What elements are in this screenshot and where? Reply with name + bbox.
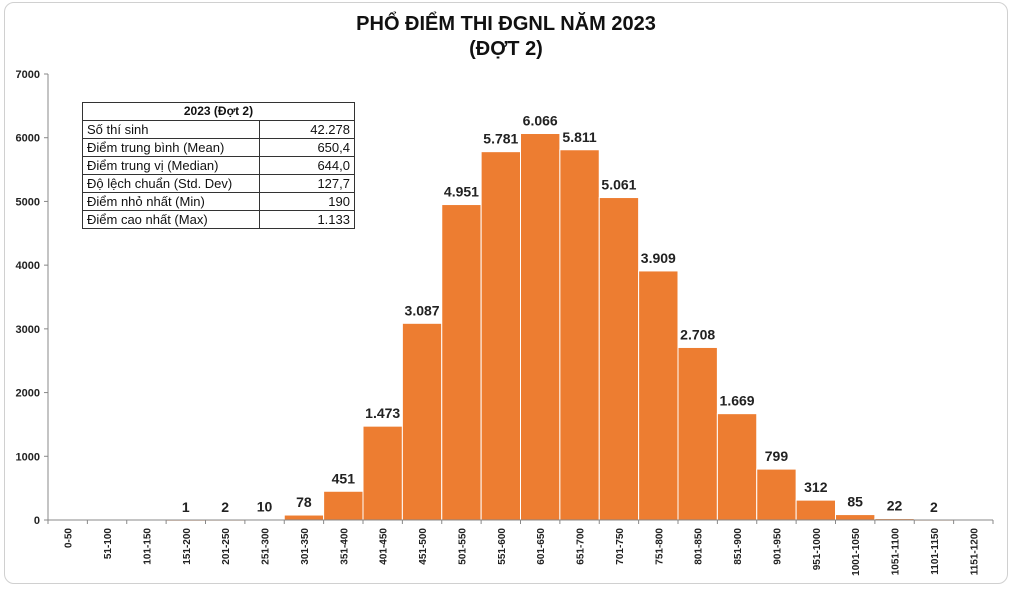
bar <box>795 499 836 521</box>
x-tick-label: 1151-1200 <box>969 528 980 576</box>
data-label: 5.811 <box>562 129 596 145</box>
stats-value: 127,7 <box>259 174 355 193</box>
data-label: 2.708 <box>680 326 715 342</box>
y-tick-label: 4000 <box>16 260 40 272</box>
stats-row: Điểm cao nhất (Max) 1.133 <box>82 210 355 229</box>
x-tick-label: 1001-1050 <box>851 528 862 576</box>
data-label: 1.473 <box>365 405 400 421</box>
y-tick-label: 0 <box>34 515 40 527</box>
bar <box>716 413 758 521</box>
stats-row: Điểm trung vị (Median) 644,0 <box>82 156 355 175</box>
y-tick-label: 1000 <box>16 451 40 463</box>
x-tick-label: 1101-1150 <box>930 528 941 575</box>
x-tick-label: 951-1000 <box>812 528 823 571</box>
stats-header: 2023 (Đợt 2) <box>82 102 355 121</box>
bar <box>559 149 600 521</box>
bar <box>638 270 679 521</box>
data-label: 4.951 <box>444 184 479 200</box>
data-label: 78 <box>296 494 312 510</box>
stats-row: Độ lệch chuẩn (Std. Dev) 127,7 <box>82 174 355 193</box>
x-tick-label: 251-300 <box>261 528 272 565</box>
stats-value: 42.278 <box>259 120 355 139</box>
stats-row: Số thí sinh 42.278 <box>82 120 355 139</box>
stats-value: 644,0 <box>259 156 355 175</box>
x-tick-label: 851-900 <box>733 528 744 565</box>
bar <box>362 425 403 521</box>
x-tick-label: 901-950 <box>772 528 783 565</box>
x-tick-label: 451-500 <box>418 528 429 565</box>
bar <box>677 346 718 521</box>
data-label: 22 <box>887 498 903 514</box>
data-label: 2 <box>930 499 938 515</box>
x-tick-label: 401-450 <box>379 528 390 565</box>
stats-value: 650,4 <box>259 138 355 157</box>
stats-label: Điểm trung bình (Mean) <box>82 138 260 157</box>
data-label: 5.061 <box>601 177 636 193</box>
y-axis: 0 1000 2000 3000 4000 5000 6000 7000 <box>16 69 49 527</box>
x-tick-label: 751-800 <box>654 528 665 565</box>
bar <box>401 322 443 521</box>
data-label: 451 <box>332 470 356 486</box>
bar <box>835 514 876 521</box>
stats-value: 190 <box>259 192 355 211</box>
stats-header-row: 2023 (Đợt 2) <box>82 102 355 121</box>
data-label: 6.066 <box>523 113 558 129</box>
bar <box>323 490 364 521</box>
bar <box>520 133 561 521</box>
data-label: 312 <box>804 479 828 495</box>
bar <box>480 151 521 521</box>
bars <box>165 133 955 522</box>
data-label: 799 <box>765 448 789 464</box>
x-tick-label: 701-750 <box>615 528 626 565</box>
stats-row: Điểm nhỏ nhất (Min) 190 <box>82 192 355 211</box>
stats-label: Độ lệch chuẩn (Std. Dev) <box>82 174 260 193</box>
stats-label: Điểm trung vị (Median) <box>82 156 260 175</box>
stats-value: 1.133 <box>259 210 355 229</box>
bar <box>598 197 640 521</box>
x-tick-label: 101-150 <box>142 528 153 565</box>
bar <box>441 204 482 521</box>
stats-label: Điểm nhỏ nhất (Min) <box>82 192 260 211</box>
data-label: 10 <box>257 498 273 514</box>
stats-row: Điểm trung bình (Mean) 650,4 <box>82 138 355 157</box>
x-tick-label: 601-650 <box>536 528 547 565</box>
y-tick-label: 2000 <box>16 388 40 400</box>
y-tick-label: 3000 <box>16 324 40 336</box>
x-tick-label: 201-250 <box>221 528 232 565</box>
data-label: 1.669 <box>720 393 755 409</box>
x-tick-label: 151-200 <box>182 528 193 565</box>
chart-title: PHỔ ĐIỂM THI ĐGNL NĂM 2023 <box>356 11 656 35</box>
x-tick-label: 651-700 <box>576 528 587 565</box>
y-tick-label: 6000 <box>16 133 40 145</box>
stats-table: 2023 (Đợt 2) Số thí sinh 42.278 Điểm tru… <box>82 102 355 229</box>
x-tick-label: 51-100 <box>103 528 114 560</box>
chart-subtitle: (ĐỢT 2) <box>469 38 543 60</box>
x-tick-label: 301-350 <box>300 528 311 565</box>
stats-label: Số thí sinh <box>82 120 260 139</box>
data-label: 1 <box>182 499 190 515</box>
bar <box>283 514 325 521</box>
y-tick-label: 7000 <box>16 69 40 81</box>
stats-label: Điểm cao nhất (Max) <box>82 210 260 229</box>
x-tick-label: 0-50 <box>64 528 75 548</box>
data-label: 2 <box>221 499 229 515</box>
data-label: 85 <box>847 494 863 510</box>
x-tick-label: 351-400 <box>339 528 350 565</box>
x-axis: 0-50 51-100 101-150 151-200 201-250 251-300 30… <box>47 519 994 576</box>
y-tick-label: 5000 <box>16 196 40 208</box>
x-tick-label: 501-550 <box>457 528 468 565</box>
data-label: 5.781 <box>483 131 518 147</box>
x-tick-label: 1051-1100 <box>891 528 902 576</box>
x-tick-label: 551-600 <box>497 528 508 565</box>
x-tick-label: 801-850 <box>694 528 705 565</box>
data-label: 3.087 <box>405 302 440 318</box>
data-label: 3.909 <box>641 250 676 266</box>
bar <box>756 468 797 521</box>
